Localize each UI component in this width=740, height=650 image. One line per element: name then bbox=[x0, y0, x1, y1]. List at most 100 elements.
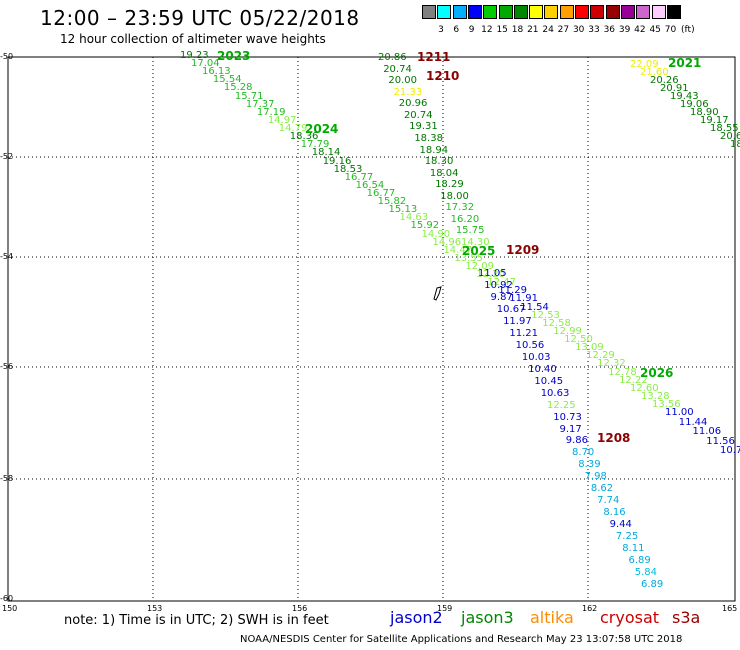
wave-height-track-c: 6.89 bbox=[628, 555, 651, 567]
wave-height-track-b: 20.86 bbox=[378, 52, 407, 63]
wave-height-track-b: 18.04 bbox=[429, 167, 459, 179]
wave-height-track-a: 18.14 bbox=[311, 147, 341, 159]
legend-value: 39 bbox=[618, 25, 631, 35]
wave-height-track-c: 11.05 bbox=[478, 268, 507, 279]
wave-height-track-c: 9.17 bbox=[559, 423, 582, 435]
wave-height-track-b: 21.33 bbox=[393, 86, 423, 98]
legend-value: 45 bbox=[649, 25, 661, 35]
wave-height-track-a: 16.77 bbox=[344, 171, 374, 183]
wave-height-track-c: 11.21 bbox=[509, 327, 538, 339]
wave-height-track-d: 18.55 bbox=[710, 123, 739, 134]
legend-value: 18 bbox=[511, 25, 524, 35]
wave-height-track-d: 20.26 bbox=[650, 75, 679, 86]
legend-swatch bbox=[651, 5, 666, 19]
wave-height-track-c: 8.70 bbox=[572, 447, 595, 459]
wave-height-track-c: 10.45 bbox=[534, 375, 564, 387]
legend-swatch bbox=[529, 5, 544, 19]
wave-height-track-d: 20.68 bbox=[720, 131, 740, 142]
wave-height-track-c: 9.87 bbox=[490, 291, 513, 303]
wave-height-track-d: 19.06 bbox=[680, 99, 709, 110]
wave-height-track-c: 10.63 bbox=[540, 387, 570, 399]
legend-swatch bbox=[636, 5, 651, 19]
wave-height-track-a: 12.50 bbox=[564, 334, 593, 346]
wave-height-track-b: 18.94 bbox=[419, 144, 449, 156]
wave-height-track-b: 17.32 bbox=[445, 202, 475, 214]
wave-height-track-c: 6.89 bbox=[641, 579, 664, 590]
wave-height-track-a: 17.37 bbox=[245, 98, 275, 110]
wave-height-track-a: 13.55 bbox=[454, 252, 484, 264]
wave-height-track-c: 10.73 bbox=[553, 411, 582, 423]
wave-height-track-c: 10.56 bbox=[515, 339, 545, 351]
legend-swatch bbox=[620, 5, 635, 19]
track-id-label: 1211 bbox=[417, 50, 451, 64]
wave-height-track-d: 19.17 bbox=[700, 115, 729, 126]
wave-height-track-a: 19.23 bbox=[180, 50, 209, 61]
legend-swatch bbox=[498, 5, 513, 19]
wave-height-track-a: 15.82 bbox=[377, 196, 407, 208]
lon-label: 165 bbox=[722, 604, 738, 613]
legend-swatch bbox=[544, 5, 559, 19]
legend-swatch bbox=[590, 5, 605, 19]
wave-height-track-d: 18.90 bbox=[690, 107, 719, 118]
lat-label: -50 bbox=[0, 52, 14, 61]
satellite-jason2: jason2 bbox=[390, 608, 443, 627]
legend-value: 36 bbox=[603, 25, 616, 35]
wave-height-track-e: 11.56 bbox=[706, 435, 735, 447]
lat-label: -54 bbox=[0, 252, 14, 261]
legend-value: 42 bbox=[634, 25, 646, 35]
note-text: note: 1) Time is in UTC; 2) SWH is in fe… bbox=[64, 613, 329, 628]
wave-height-track-a: 18.53 bbox=[333, 163, 363, 175]
wave-height-track-a: 17.04 bbox=[190, 58, 220, 70]
lon-label: 153 bbox=[147, 604, 163, 613]
lat-label: -60 bbox=[0, 594, 14, 603]
wave-height-track-c: 9.44 bbox=[609, 519, 632, 531]
wave-height-track-a: 11.29 bbox=[498, 285, 527, 297]
wave-height-track-b: 20.74 bbox=[403, 109, 433, 121]
wave-height-track-b: 18.30 bbox=[424, 156, 454, 168]
wave-height-track-a: 14.96 bbox=[432, 236, 462, 248]
wave-height-track-a: 12.09 bbox=[465, 261, 495, 273]
wave-height-track-d: 21.60 bbox=[640, 67, 669, 78]
track-id-label: 2023 bbox=[217, 49, 251, 63]
wave-height-track-a: 17.19 bbox=[256, 106, 286, 118]
track-id-label: 2026 bbox=[640, 366, 674, 380]
wave-height-track-c: 7.98 bbox=[584, 471, 607, 483]
wave-height-track-a: 13.56 bbox=[652, 399, 681, 410]
legend-swatch bbox=[513, 5, 528, 19]
legend-swatch bbox=[467, 5, 482, 19]
wave-height-track-b: 19.31 bbox=[409, 121, 438, 133]
wave-height-track-a: 15.71 bbox=[234, 90, 264, 102]
wave-height-track-a: 12.53 bbox=[531, 309, 560, 321]
legend-swatch bbox=[605, 5, 620, 19]
wave-height-track-e: 10.7 bbox=[720, 445, 740, 456]
track-id-label: 1210 bbox=[426, 69, 460, 83]
wave-height-track-b: 18.38 bbox=[414, 132, 443, 144]
legend-swatch bbox=[483, 5, 498, 19]
legend-value: 6 bbox=[453, 25, 460, 35]
legend-value: 27 bbox=[557, 25, 570, 35]
wave-height-track-b: 16.20 bbox=[450, 213, 480, 225]
legend-value: 30 bbox=[572, 25, 585, 35]
page-subtitle: 12 hour collection of altimeter wave hei… bbox=[60, 32, 326, 46]
wave-height-track-a: 13.28 bbox=[641, 390, 670, 402]
lat-label: -58 bbox=[0, 474, 14, 483]
grid-lines bbox=[8, 57, 735, 601]
wave-height-track-a: 12.58 bbox=[542, 317, 571, 329]
track-id-label: 1208 bbox=[597, 431, 631, 445]
wave-height-track-a: 12.60 bbox=[630, 382, 659, 394]
wave-height-track-c: 5.84 bbox=[634, 567, 657, 579]
wave-height-track-d: 20.91 bbox=[660, 83, 689, 94]
wave-height-track-b: 15.75 bbox=[455, 225, 485, 237]
legend-swatch bbox=[437, 5, 452, 19]
wave-height-track-a: 12.99 bbox=[553, 325, 582, 337]
wave-height-track-a: 12.20 bbox=[476, 269, 505, 281]
wave-height-track-a: 14.97 bbox=[267, 114, 297, 126]
wave-height-track-a: 19.16 bbox=[322, 155, 352, 167]
wave-height-track-b: 20.96 bbox=[398, 98, 428, 110]
legend-value: 12 bbox=[481, 25, 493, 35]
wave-height-track-e: 11.44 bbox=[678, 416, 708, 428]
wave-height-track-a: 17.79 bbox=[300, 139, 330, 151]
legend-value: 9 bbox=[468, 25, 475, 35]
legend-swatch bbox=[422, 5, 436, 19]
wave-height-track-c: 8.16 bbox=[603, 507, 626, 519]
